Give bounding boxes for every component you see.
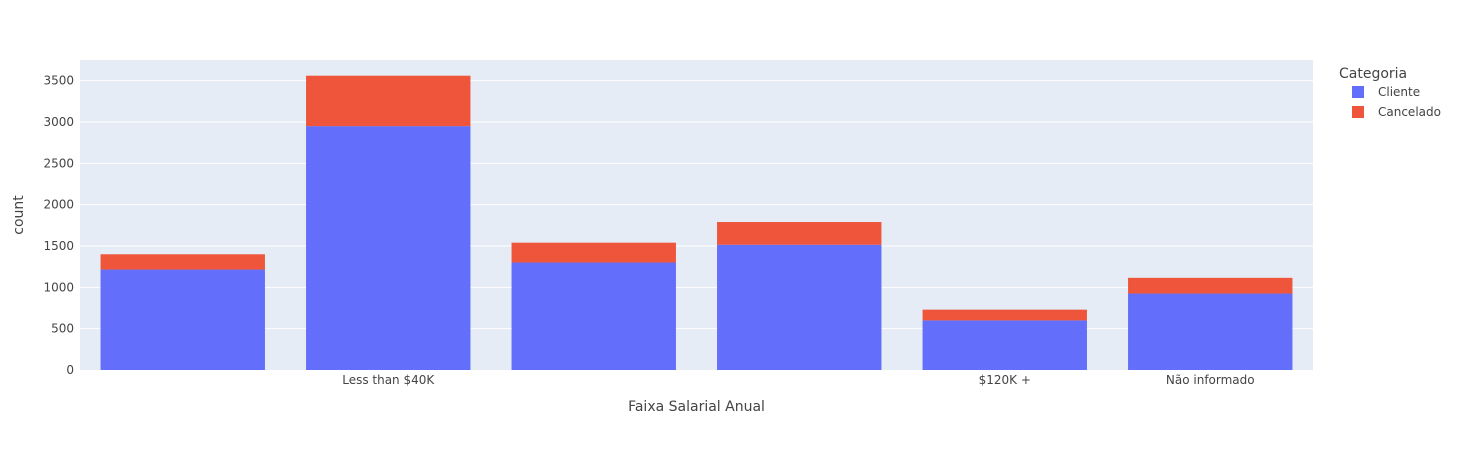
y-axis-title: count bbox=[11, 195, 27, 235]
legend-title: Categoria bbox=[1339, 66, 1407, 82]
y-tick-label: 2500 bbox=[43, 156, 74, 170]
legend: Categoria Cliente Cancelado bbox=[1339, 66, 1441, 119]
bar-cancelado-2[interactable] bbox=[511, 242, 676, 263]
bar-cancelado-3[interactable] bbox=[717, 222, 882, 245]
bar-cliente-5[interactable] bbox=[1128, 293, 1293, 370]
y-tick-label: 3500 bbox=[43, 74, 74, 88]
y-tick-label: 0 bbox=[66, 363, 74, 377]
legend-swatch-cliente[interactable] bbox=[1352, 86, 1364, 98]
bar-cliente-3[interactable] bbox=[717, 244, 882, 370]
x-tick-label: Less than $40K bbox=[342, 373, 435, 387]
bar-cancelado-4[interactable] bbox=[922, 309, 1087, 321]
grid-lines bbox=[80, 80, 1313, 330]
y-tick-label: 1500 bbox=[43, 239, 74, 253]
plot-background bbox=[80, 60, 1313, 370]
bar-cliente-0[interactable] bbox=[100, 269, 265, 370]
legend-label-cliente[interactable]: Cliente bbox=[1378, 85, 1420, 99]
legend-label-cancelado[interactable]: Cancelado bbox=[1378, 105, 1441, 119]
legend-items: Cliente Cancelado bbox=[1352, 85, 1441, 119]
bar-cancelado-1[interactable] bbox=[306, 75, 471, 127]
x-tick-label: Não informado bbox=[1166, 373, 1255, 387]
bar-cancelado-0[interactable] bbox=[100, 254, 265, 270]
bar-cliente-4[interactable] bbox=[922, 320, 1087, 370]
legend-swatch-cancelado[interactable] bbox=[1352, 106, 1364, 118]
y-tick-label: 500 bbox=[51, 322, 74, 336]
y-tick-label: 2000 bbox=[43, 198, 74, 212]
bar-cancelado-5[interactable] bbox=[1128, 277, 1293, 294]
y-axis-ticks: 0 500 1000 1500 2000 2500 3000 3500 bbox=[43, 74, 74, 377]
bar-cliente-1[interactable] bbox=[306, 126, 471, 370]
x-axis-title: Faixa Salarial Anual bbox=[628, 399, 765, 415]
x-tick-label: $120K + bbox=[979, 373, 1031, 387]
y-tick-label: 1000 bbox=[43, 280, 74, 294]
bars bbox=[100, 75, 1293, 370]
x-axis-ticks: Less than $40K $120K + Não informado bbox=[342, 373, 1254, 387]
y-tick-label: 3000 bbox=[43, 115, 74, 129]
bar-cliente-2[interactable] bbox=[511, 262, 676, 370]
